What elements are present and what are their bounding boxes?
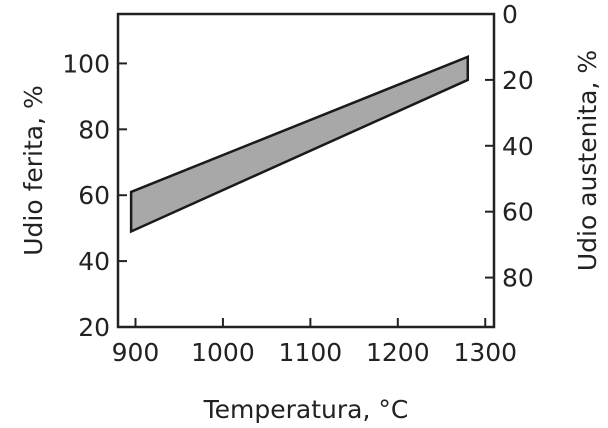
y2-tick-label: 20: [502, 66, 534, 95]
x-axis-title: Temperatura, °C: [203, 395, 409, 424]
y-axis-title: Udio ferita, %: [19, 85, 48, 256]
ferrite-band-0: [129, 54, 470, 234]
y2-tick-label: 0: [502, 0, 518, 29]
y2-tick-label: 60: [502, 198, 534, 227]
x-tick-label: 1200: [366, 338, 430, 367]
y-tick-label: 20: [78, 313, 110, 342]
y-tick-label: 60: [78, 181, 110, 210]
plot-area: 900 1000 1100 1200 1300 20 40 60 80 100 0 20 40 60 8…: [62, 0, 534, 367]
y-tick-label: 100: [62, 49, 110, 78]
x-tick-label: 1100: [279, 338, 343, 367]
y2-tick-label: 40: [502, 132, 534, 161]
y-tick-label: 80: [78, 115, 110, 144]
y2-axis-title: Udio austenita, %: [573, 50, 602, 271]
x-tick-label: 1000: [191, 338, 255, 367]
y2-tick-label: 80: [502, 264, 534, 293]
x-tick-label: 900: [112, 338, 160, 367]
plot-frame: [116, 12, 496, 329]
y-tick-label: 40: [78, 247, 110, 276]
x-tick-label: 1300: [453, 338, 517, 367]
